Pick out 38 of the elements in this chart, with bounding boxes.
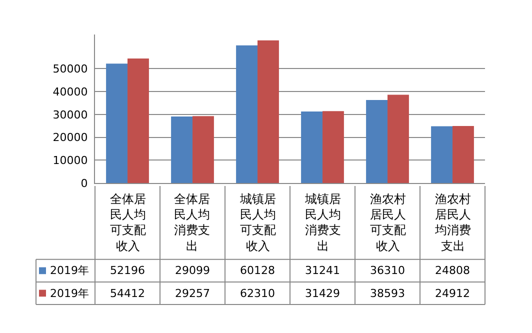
bar — [258, 40, 279, 184]
bar — [171, 116, 192, 184]
y-tick-label: 0 — [80, 176, 88, 190]
bar — [236, 45, 258, 184]
legend-label: 2019年 — [50, 264, 89, 277]
bar — [192, 116, 214, 184]
data-label: 24912 — [435, 287, 470, 300]
bar — [106, 64, 128, 184]
bar — [452, 126, 474, 184]
legend-label: 2019年 — [50, 287, 89, 300]
bar — [366, 100, 388, 184]
bar — [301, 112, 322, 184]
x-tick-label: 全体居民人均消费支出 — [174, 192, 210, 253]
bar — [128, 58, 149, 184]
bar — [322, 111, 344, 184]
bar — [431, 126, 452, 184]
data-label: 24808 — [435, 264, 470, 277]
x-tick-label: 城镇居民人均消费支出 — [304, 192, 341, 253]
data-label: 54412 — [110, 287, 145, 300]
data-label: 29257 — [175, 287, 210, 300]
y-tick-label: 40000 — [52, 85, 88, 98]
y-tick-label: 20000 — [52, 131, 88, 144]
y-tick-label: 30000 — [52, 108, 88, 122]
data-label: 60128 — [240, 264, 275, 277]
y-tick-label: 50000 — [52, 62, 88, 76]
bar — [388, 94, 409, 184]
y-tick-label: 10000 — [52, 154, 88, 168]
data-label: 29099 — [175, 264, 210, 277]
x-tick-label: 全体居民人均可支配收入 — [110, 192, 146, 253]
x-tick-label: 渔农村居民人均消费支出 — [434, 192, 471, 253]
x-tick-label: 城镇居民人均可支配收入 — [239, 192, 276, 253]
data-label: 38593 — [370, 287, 405, 300]
data-label: 36310 — [370, 264, 405, 277]
x-tick-label: 渔农村居民人可支配收入 — [370, 192, 406, 253]
data-label: 52196 — [110, 264, 145, 277]
data-label: 62310 — [240, 287, 275, 300]
data-label: 31241 — [305, 264, 340, 277]
data-label: 31429 — [305, 287, 340, 300]
